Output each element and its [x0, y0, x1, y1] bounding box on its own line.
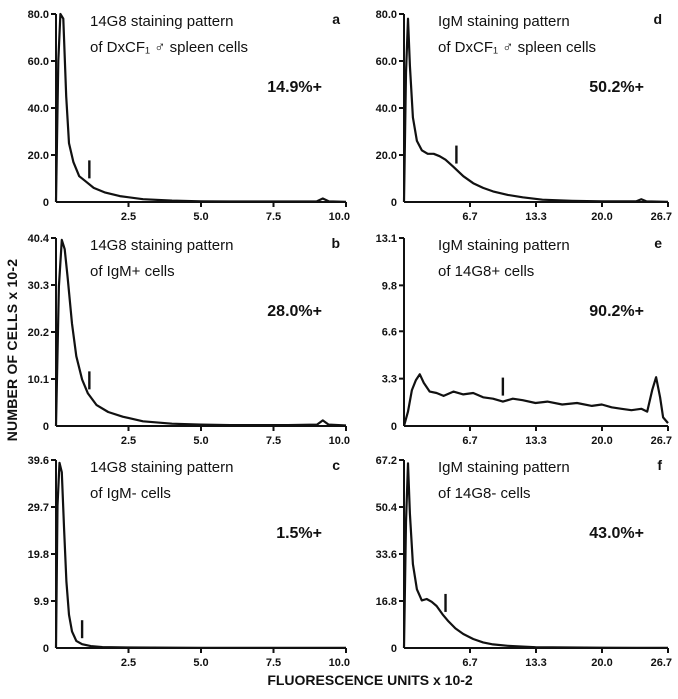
x-tick-label: 26.7: [651, 657, 672, 669]
origin-label: 0: [43, 421, 49, 433]
x-tick-label: 7.5: [266, 657, 281, 669]
series-line: [54, 12, 347, 203]
y-tick-label: 40.0: [28, 103, 49, 115]
panel-percent: 28.0%+: [267, 303, 322, 320]
panel-letter: f: [657, 457, 662, 473]
y-tick-label: 50.4: [376, 502, 398, 514]
y-tick-label: 39.6: [28, 455, 49, 467]
panel-caption-line1: 14G8 staining pattern: [90, 13, 233, 30]
y-tick-label: 9.9: [34, 596, 49, 608]
x-tick-label: 2.5: [121, 657, 136, 669]
x-tick-label: 13.3: [525, 657, 546, 669]
x-tick-label: 6.7: [462, 435, 477, 447]
y-tick-label: 20.0: [28, 150, 49, 162]
panel-caption-line2: of 14G8+ cells: [438, 263, 534, 280]
y-tick-label: 20.2: [28, 327, 49, 339]
panel-f: 67.2 50.4 33.6 16.8 0 6.7 13.3 20.0 26.7 f IgM sta…: [376, 455, 672, 669]
y-tick-label: 20.0: [376, 150, 397, 162]
x-tick-label: 2.5: [121, 211, 136, 223]
series-line: [402, 17, 669, 203]
panel-percent: 1.5%+: [276, 525, 322, 542]
panel-e: 13.1 9.8 6.6 3.3 0 6.7 13.3 20.0 26.7 e IgM staini…: [376, 233, 672, 447]
panel-caption-line2: of 14G8- cells: [438, 485, 531, 502]
panel-percent: 14.9%+: [267, 79, 322, 96]
x-tick-label: 20.0: [591, 435, 612, 447]
y-tick-label: 6.6: [382, 326, 397, 338]
panel-caption-line1: IgM staining pattern: [438, 459, 570, 476]
x-tick-label: 10.0: [329, 211, 350, 223]
y-tick-label: 60.0: [376, 56, 397, 68]
x-tick-label: 5.0: [193, 211, 208, 223]
x-tick-label: 5.0: [193, 435, 208, 447]
panel-letter: c: [332, 457, 340, 473]
panel-percent: 50.2%+: [589, 79, 644, 96]
x-tick-label: 2.5: [121, 435, 136, 447]
origin-label: 0: [43, 197, 49, 209]
y-tick-label: 13.1: [376, 233, 397, 245]
panel-caption-line1: 14G8 staining pattern: [90, 237, 233, 254]
y-axis-title: NUMBER OF CELLS x 10-2: [2, 120, 22, 580]
x-tick-label: 7.5: [266, 435, 281, 447]
panel-letter: a: [332, 11, 340, 27]
series-line: [402, 462, 669, 649]
panel-caption-line2: of DxCF₁ ♂ spleen cells: [438, 39, 596, 56]
y-tick-label: 30.3: [28, 280, 49, 292]
panel-caption-line2: of IgM- cells: [90, 485, 171, 502]
series-line: [402, 373, 669, 427]
y-tick-label: 80.0: [376, 9, 397, 21]
panel-letter: b: [331, 235, 340, 251]
x-tick-label: 6.7: [462, 211, 477, 223]
y-tick-label: 33.6: [376, 549, 397, 561]
y-axis-title-text: NUMBER OF CELLS x 10-2: [4, 258, 20, 442]
panel-caption-line1: IgM staining pattern: [438, 237, 570, 254]
x-tick-label: 20.0: [591, 211, 612, 223]
panel-caption-line1: 14G8 staining pattern: [90, 459, 233, 476]
panel-d: 80.0 60.0 40.0 20.0 0 6.7 13.3 20.0 26.7 d IgM sta…: [376, 9, 672, 223]
origin-label: 0: [391, 643, 397, 655]
panel-letter: e: [654, 235, 662, 251]
x-tick-label: 26.7: [651, 211, 672, 223]
panel-b: 40.4 30.3 20.2 10.1 0 2.5 5.0 7.5 10.0 b 14G8 stai…: [28, 233, 350, 447]
x-tick-label: 7.5: [266, 211, 281, 223]
x-tick-label: 13.3: [525, 435, 546, 447]
y-tick-label: 60.0: [28, 56, 49, 68]
y-tick-label: 40.4: [28, 233, 50, 245]
x-tick-label: 10.0: [329, 435, 350, 447]
y-tick-label: 19.8: [28, 549, 49, 561]
y-tick-label: 40.0: [376, 103, 397, 115]
x-tick-label: 6.7: [462, 657, 477, 669]
panel-caption-line2: of IgM+ cells: [90, 263, 175, 280]
x-tick-label: 13.3: [525, 211, 546, 223]
x-tick-label: 20.0: [591, 657, 612, 669]
panel-percent: 90.2%+: [589, 303, 644, 320]
panel-a: 80.0 60.0 40.0 20.0 0 2.5 5.0 7.5 10.0 a 14G8 stai…: [28, 9, 350, 223]
series-line: [54, 461, 346, 649]
panel-caption-line2: of DxCF₁ ♂ spleen cells: [90, 39, 248, 56]
origin-label: 0: [391, 421, 397, 433]
panel-percent: 43.0%+: [589, 525, 644, 542]
y-tick-label: 9.8: [382, 280, 397, 292]
panel-caption-line1: IgM staining pattern: [438, 13, 570, 30]
x-tick-label: 26.7: [651, 435, 672, 447]
y-tick-label: 67.2: [376, 455, 397, 467]
y-tick-label: 3.3: [382, 374, 397, 386]
panel-letter: d: [653, 11, 662, 27]
origin-label: 0: [391, 197, 397, 209]
x-tick-label: 10.0: [329, 657, 350, 669]
y-tick-label: 29.7: [28, 502, 49, 514]
x-tick-label: 5.0: [193, 657, 208, 669]
y-tick-label: 16.8: [376, 596, 397, 608]
panel-c: 39.6 29.7 19.8 9.9 0 2.5 5.0 7.5 10.0 c 14G8 stain…: [28, 455, 350, 669]
origin-label: 0: [43, 643, 49, 655]
series-line: [54, 238, 347, 427]
y-tick-label: 80.0: [28, 9, 49, 21]
x-axis-title: FLUORESCENCE UNITS x 10-2: [267, 672, 473, 688]
y-tick-label: 10.1: [28, 374, 49, 386]
